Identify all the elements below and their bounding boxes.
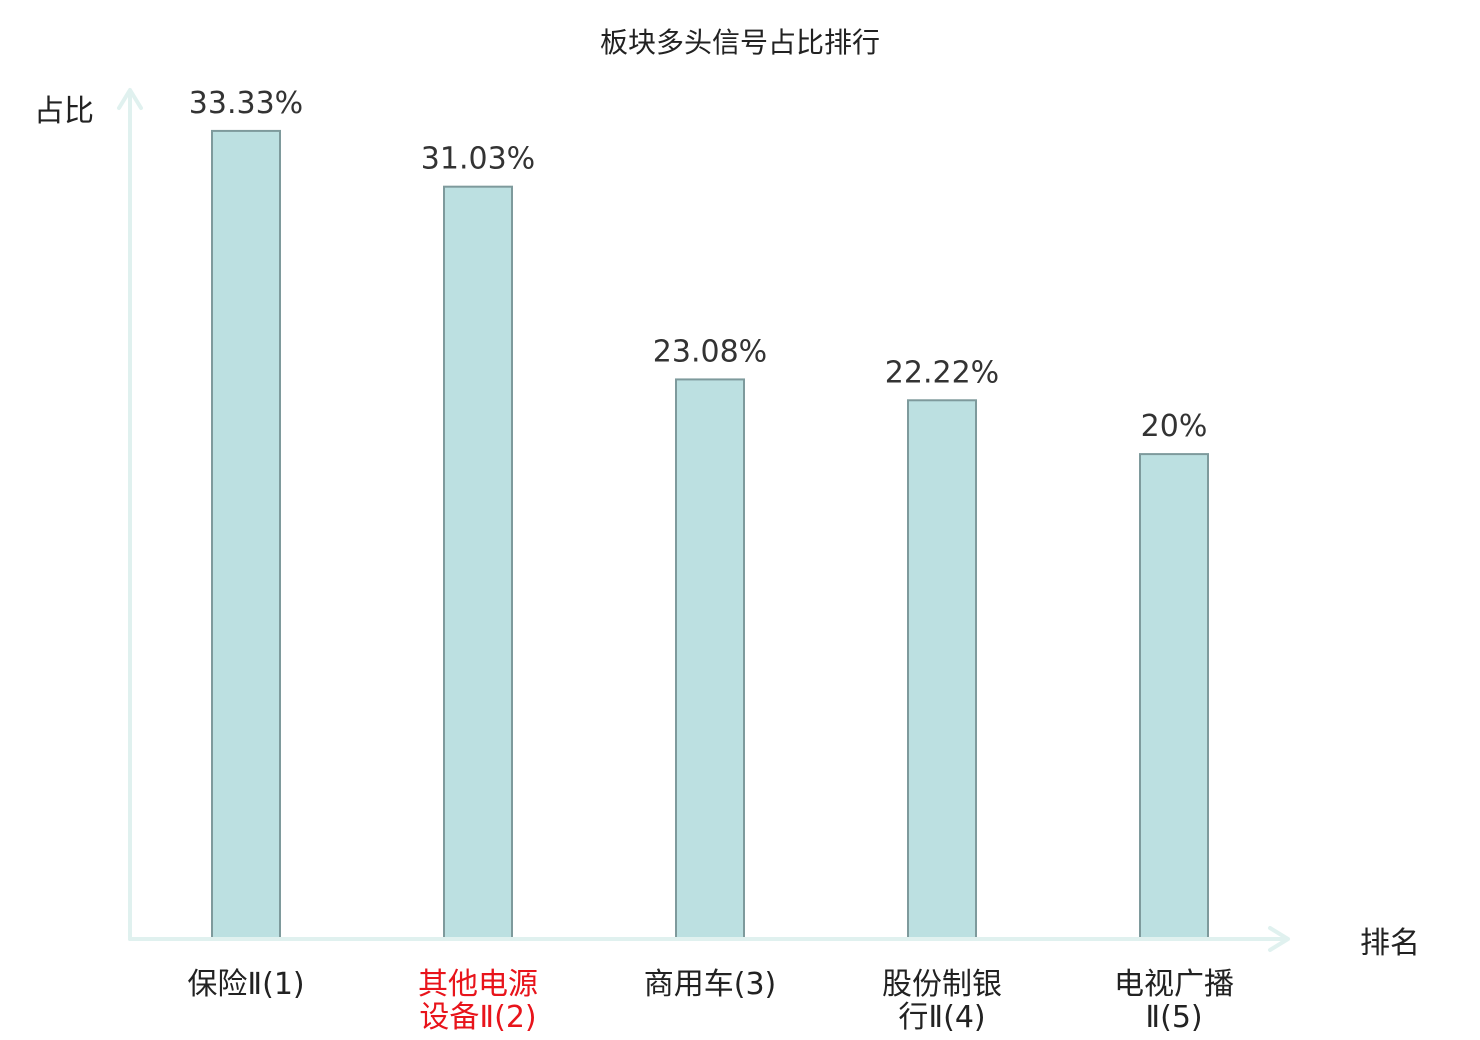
category-label-1-line-1: 保险Ⅱ(1) xyxy=(187,967,304,1002)
value-label-1: 33.33% xyxy=(189,86,303,121)
category-label-4-line-1: 股份制银 xyxy=(882,967,1002,1002)
x-axis-title: 排名 xyxy=(1360,926,1420,961)
value-label-3: 23.08% xyxy=(653,334,767,369)
bars-layer xyxy=(211,129,1209,941)
bar-2 xyxy=(443,185,513,940)
bar-3 xyxy=(675,378,745,940)
bar-5 xyxy=(1139,453,1209,940)
bar-1 xyxy=(211,129,281,941)
category-label-2-line-2: 设备Ⅱ(2) xyxy=(419,1000,536,1035)
chart-title: 板块多头信号占比排行 xyxy=(600,26,880,59)
y-axis-arrow xyxy=(117,88,143,941)
y-axis-title: 占比 xyxy=(34,94,94,129)
category-label-3-line-1: 商用车(3) xyxy=(644,967,777,1002)
category-label-1: 保险Ⅱ(1) xyxy=(187,967,304,1002)
bar-4 xyxy=(907,399,977,940)
category-label-3: 商用车(3) xyxy=(644,967,777,1002)
category-label-2-line-1: 其他电源 xyxy=(418,967,538,1002)
category-label-4-line-2: 行Ⅱ(4) xyxy=(898,1000,985,1035)
x-axis-arrow xyxy=(128,926,1290,952)
category-label-5-line-1: 电视广播 xyxy=(1114,967,1234,1002)
value-label-4: 22.22% xyxy=(885,355,999,390)
value-label-2: 31.03% xyxy=(421,142,535,177)
category-label-5-line-2: Ⅱ(5) xyxy=(1145,1000,1202,1035)
value-labels-layer: 33.33% 31.03% 23.08% 22.22% 20% xyxy=(189,86,1208,444)
value-label-5: 20% xyxy=(1141,409,1208,444)
